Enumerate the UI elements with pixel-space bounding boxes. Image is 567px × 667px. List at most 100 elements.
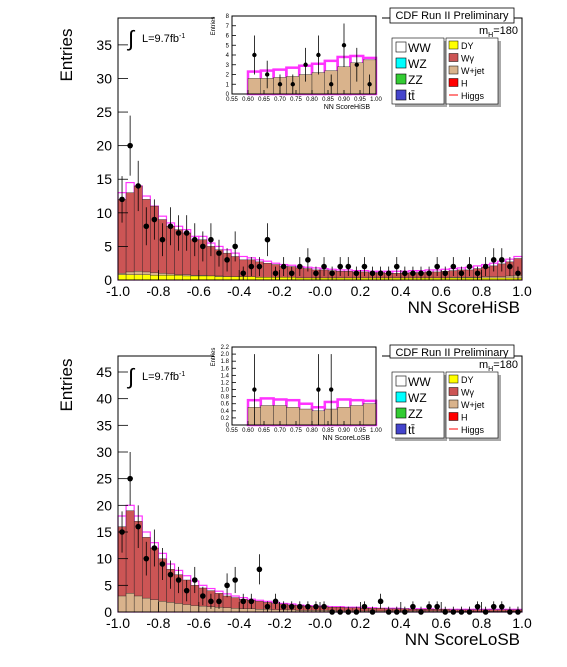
y-tick-label: 0 [226,92,230,98]
w-jet-bar [158,601,167,613]
dy-bar [222,276,232,281]
legend-label: WZ [408,57,427,71]
data-point [377,270,384,277]
y-tick-label: 3 [226,63,230,69]
data-point [490,257,497,263]
x-tick-label: -0.0 [308,615,332,631]
y-tick-label: 2.2 [221,345,230,351]
legend-label: WW [408,375,431,389]
data-point [167,223,174,230]
data-point [297,603,303,610]
total-background-bar [125,192,135,281]
x-tick-label: 0.60 [242,97,254,103]
data-point [303,62,308,67]
data-point [208,598,214,605]
legend-swatch [395,41,407,53]
x-tick-label: 0.4 [391,615,411,631]
data-point [127,475,133,482]
data-point [329,82,334,87]
y-tick-label: 15 [96,524,112,540]
w-jet-bar [133,595,143,613]
integral-symbol: ∫ [126,364,136,389]
background-bar [286,407,300,426]
y-tick-label: 5 [104,577,112,593]
y-tick-label: 0 [226,423,230,429]
x-tick-label: 0.80 [306,97,318,103]
legend-swatch [448,40,459,50]
data-point [321,603,327,610]
dy-bar [247,276,256,281]
data-point [252,387,257,392]
legend-swatch [395,423,407,435]
legend-swatch [448,53,459,62]
y-tick-label: 30 [96,70,112,86]
legend-swatch [395,73,407,85]
w-jet-bar [125,593,135,613]
x-tick-label: 0.6 [431,615,451,631]
data-point [434,603,440,610]
background-bar [260,405,274,426]
data-point [280,603,287,610]
mass-label: mH=180 [479,25,518,39]
data-point [232,577,238,583]
integral-symbol: ∫ [126,26,136,51]
legend-label: WZ [408,391,427,405]
data-point [256,566,263,573]
data-point [248,263,255,270]
legend-swatch [448,399,459,409]
data-point [507,263,513,270]
x-tick-label: 0.90 [338,97,350,103]
data-point [450,263,457,270]
data-point [329,270,335,277]
data-point [426,270,432,277]
x-tick-label: 0.85 [322,97,334,103]
y-tick-label: 35 [96,37,112,53]
dy-bar [190,275,200,281]
y-tick-label: 0.6 [221,402,230,408]
y-tick-label: 1.2 [221,380,230,386]
inset-y-axis-title: Entries [211,17,217,36]
background-bar [247,78,262,95]
x-tick-label: 0.95 [354,428,366,434]
data-point [305,257,311,263]
y-tick-label: 4 [226,53,230,59]
legend-swatch [448,374,459,384]
inset-x-axis-title: NN ScoreHiSB [324,104,371,111]
y-tick-label: 0.4 [221,409,230,415]
header-box [389,7,515,24]
legend-swatch [395,375,407,387]
x-tick-label: 0.6 [431,283,451,299]
dy-bar [142,274,151,281]
y-axis-title: Entries [57,359,76,412]
data-point [224,582,230,589]
x-tick-label: -1.0 [106,283,130,299]
inset-x-axis-title: NN ScoreLoSB [323,435,371,442]
data-point [288,603,295,610]
w-jet-bar [198,605,208,613]
y-tick-label: 0 [104,272,112,288]
data-point [458,270,465,277]
y-tick-label: 2.0 [221,352,230,358]
x-tick-label: 0.65 [258,97,270,103]
y-tick-label: 1.0 [221,388,230,394]
background-bar [299,408,313,426]
x-tick-label: 0.4 [391,283,411,299]
data-point [482,263,489,270]
x-tick-label: -0.6 [187,615,211,631]
background-bar [311,72,326,95]
x-tick-label: -0.8 [146,283,170,299]
inset-y-axis-title: Entries [211,348,217,367]
w-jet-bar [182,604,191,613]
data-point [143,223,150,230]
data-point [393,263,400,270]
y-axis-title: Entries [57,29,76,82]
data-point [200,243,206,250]
data-point [426,603,432,610]
data-point [354,62,359,67]
data-point [474,603,481,610]
legend-swatch [448,387,459,396]
data-point [402,270,408,277]
x-tick-label: -0.2 [268,615,292,631]
